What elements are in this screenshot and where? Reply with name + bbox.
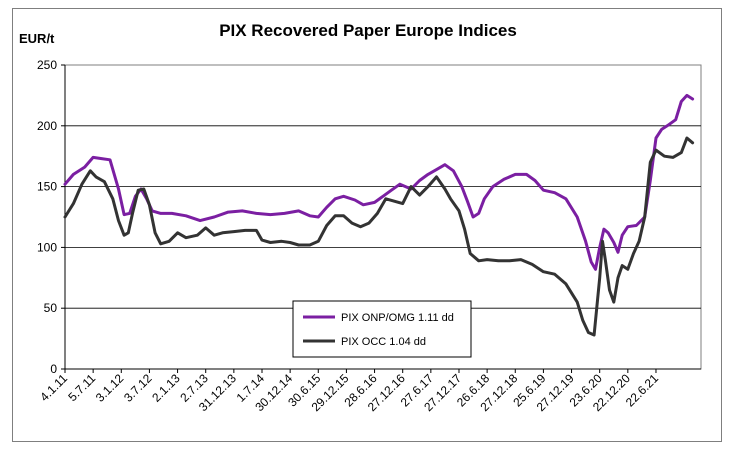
series-line-1 xyxy=(63,136,695,337)
x-tick-label: 3.7.12 xyxy=(121,371,155,405)
chart-title: PIX Recovered Paper Europe Indices xyxy=(219,21,517,40)
series-line-0 xyxy=(63,93,695,271)
x-tick-label: 5.7.11 xyxy=(65,371,98,404)
y-tick-label: 200 xyxy=(37,119,57,133)
y-tick-label: 0 xyxy=(50,362,57,376)
legend-box xyxy=(292,300,472,358)
y-axis-label: EUR/t xyxy=(19,31,55,46)
x-tick-label: 3.1.12 xyxy=(93,371,127,405)
y-tick-label: 50 xyxy=(44,301,58,315)
y-tick-label: 150 xyxy=(37,180,57,194)
x-tick-label: 2.1.13 xyxy=(149,371,183,405)
legend-label-0: PIX ONP/OMG 1.11 dd xyxy=(341,312,454,324)
legend-label-1: PIX OCC 1.04 dd xyxy=(341,336,426,348)
y-tick-label: 100 xyxy=(37,240,57,254)
x-tick-label: 22.6.21 xyxy=(623,371,661,409)
y-tick-label: 250 xyxy=(37,58,57,72)
chart-frame: PIX Recovered Paper Europe Indices EUR/t… xyxy=(12,8,722,442)
chart-svg: 0501001502002504.1.115.7.113.1.123.7.122… xyxy=(37,58,702,414)
